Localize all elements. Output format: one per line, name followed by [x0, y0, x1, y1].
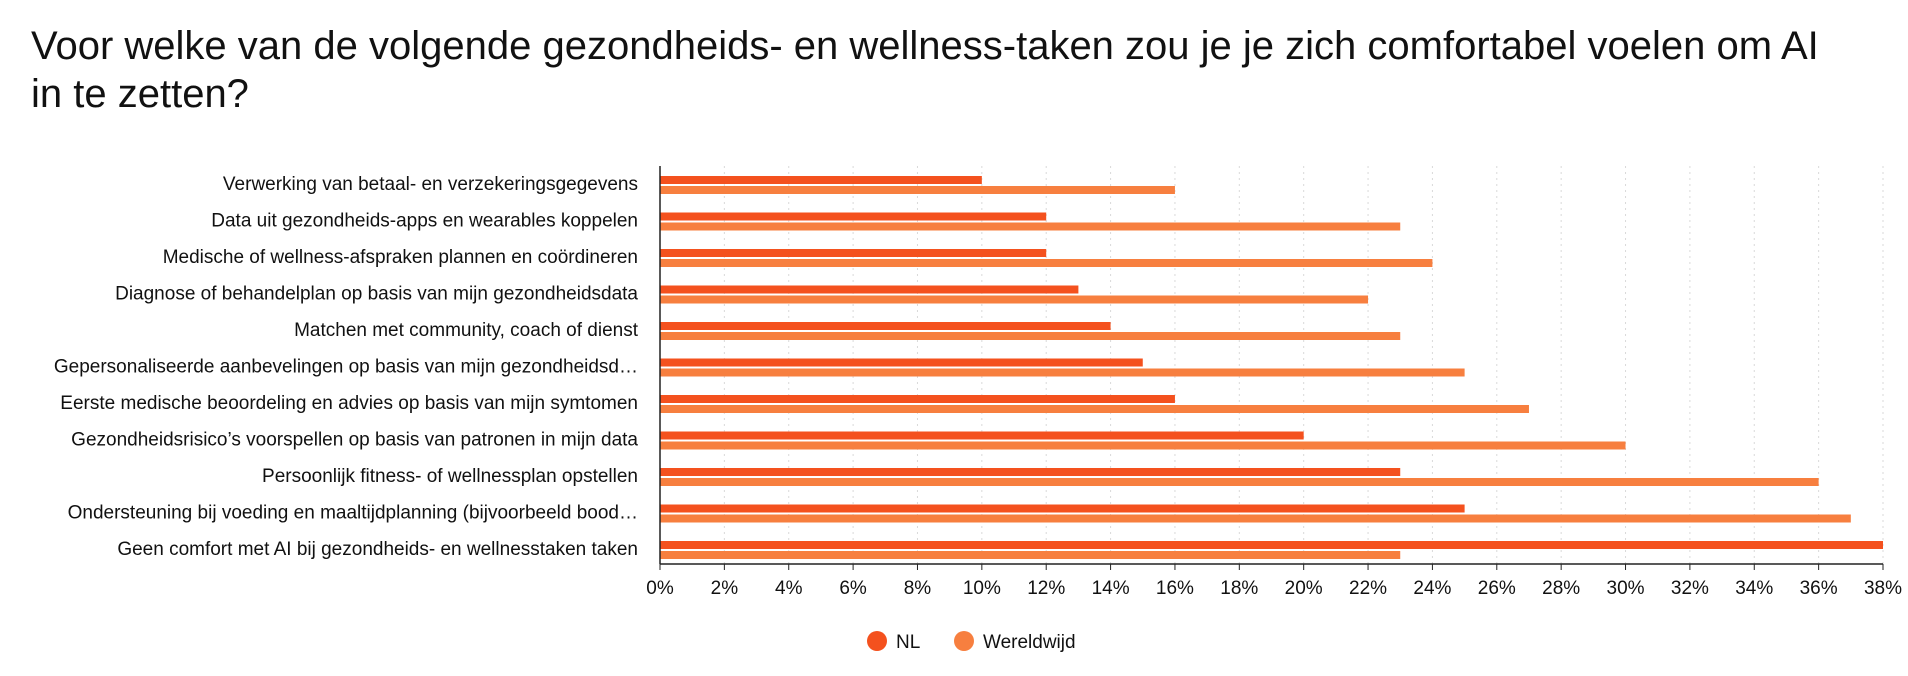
chart-title: Voor welke van de volgende gezondheids- … — [31, 24, 1819, 116]
x-tick-label: 28% — [1542, 578, 1580, 599]
bar-nl — [660, 176, 982, 184]
bar-nl — [660, 395, 1175, 403]
bar-nl — [660, 212, 1047, 221]
x-tick-label: 10% — [963, 578, 1001, 599]
bar-wereldwijd — [660, 295, 1369, 304]
category-label: Persoonlijk fitness- of wellnessplan ops… — [262, 466, 638, 487]
bar-wereldwijd — [660, 368, 1465, 377]
x-tick-label: 18% — [1220, 578, 1258, 599]
x-tick-label: 0% — [646, 578, 674, 599]
category-label: Verwerking van betaal- en verzekeringsge… — [223, 174, 638, 195]
x-tick-label: 4% — [775, 578, 803, 599]
x-tick-label: 6% — [839, 578, 867, 599]
x-tick-label: 26% — [1478, 578, 1516, 599]
x-tick-label: 2% — [711, 578, 739, 599]
category-label: Medische of wellness-afspraken plannen e… — [163, 247, 638, 268]
x-tick-label: 16% — [1156, 578, 1194, 599]
category-label: Ondersteuning bij voeding en maaltijdpla… — [68, 503, 638, 524]
x-tick-label: 32% — [1671, 578, 1709, 599]
legend-label: NL — [896, 632, 920, 653]
bar-wereldwijd — [660, 478, 1819, 486]
axes: 0% 2% 4% 6% 8% 10% 12% 14% 16% 18% 20% 22% 24% 26% 28%… — [646, 166, 1902, 599]
bar-wereldwijd — [660, 441, 1626, 450]
x-tick-label: 38% — [1864, 578, 1902, 599]
x-tick-label: 34% — [1735, 578, 1773, 599]
bar-wereldwijd — [660, 405, 1529, 413]
x-tick-label: 24% — [1413, 578, 1451, 599]
legend-marker — [867, 631, 887, 651]
x-tick-label: 8% — [904, 578, 932, 599]
bar-nl — [660, 431, 1304, 440]
bar-nl — [660, 322, 1111, 330]
bar-nl — [660, 504, 1465, 513]
bar-wereldwijd — [660, 222, 1401, 231]
legend-label: Wereldwijd — [983, 632, 1076, 653]
bar-wereldwijd — [660, 259, 1433, 267]
category-label: Matchen met community, coach of dienst — [294, 320, 639, 341]
bar-wereldwijd — [660, 514, 1851, 523]
category-label: Data uit gezondheids-apps en wearables k… — [211, 211, 638, 232]
x-tick-label: 12% — [1027, 578, 1065, 599]
bar-wereldwijd — [660, 551, 1401, 559]
bar-nl — [660, 468, 1401, 476]
legend: NL Wereldwijd — [867, 631, 1076, 653]
category-label: Gepersonaliseerde aanbevelingen op basis… — [54, 357, 638, 378]
category-labels: Verwerking van betaal- en verzekeringsge… — [54, 174, 639, 560]
x-tick-label: 30% — [1607, 578, 1645, 599]
bar-wereldwijd — [660, 332, 1401, 340]
category-label: Geen comfort met AI bij gezondheids- en … — [117, 539, 638, 560]
bar-nl — [660, 249, 1047, 257]
category-label: Eerste medische beoordeling en advies op… — [60, 393, 638, 414]
bars — [660, 176, 1883, 559]
x-tick-label: 36% — [1800, 578, 1838, 599]
x-tick-label: 22% — [1349, 578, 1387, 599]
x-tick-label: 14% — [1092, 578, 1130, 599]
category-label: Gezondheidsrisico’s voorspellen op basis… — [71, 430, 638, 451]
bar-nl — [660, 358, 1143, 367]
legend-marker — [954, 631, 974, 651]
bar-wereldwijd — [660, 186, 1175, 194]
bar-nl — [660, 541, 1883, 549]
category-label: Diagnose of behandelplan op basis van mi… — [115, 284, 638, 305]
x-tick-label: 20% — [1285, 578, 1323, 599]
bar-nl — [660, 285, 1079, 294]
